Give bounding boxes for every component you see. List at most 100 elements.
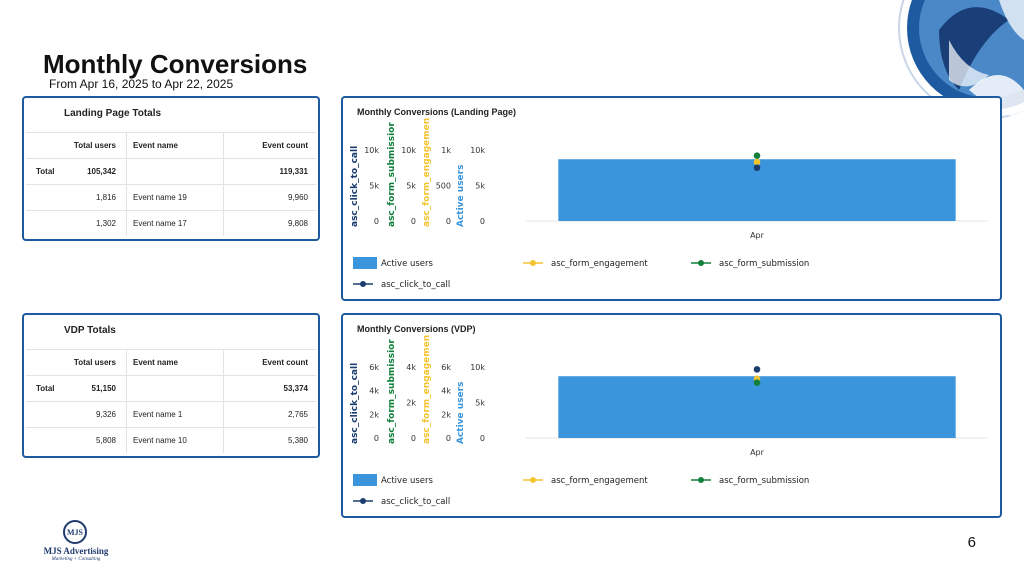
legend-item[interactable]: asc_click_to_call <box>353 280 450 290</box>
landing-page-totals-table: Total users Event name Event count Total… <box>26 132 316 236</box>
y-axis-tick-label: 0 <box>480 434 485 443</box>
y-axis-label: Active users <box>456 165 466 227</box>
landing-page-chart-title: Monthly Conversions (Landing Page) <box>357 107 517 117</box>
total-label: Total <box>36 384 55 393</box>
table-header-row: Total users Event name Event count <box>26 349 316 375</box>
point-asc-click-to-call <box>753 366 761 373</box>
legend-marker <box>530 260 536 266</box>
legend-label: Active users <box>381 259 434 269</box>
y-axis-tick-label: 5k <box>475 182 485 191</box>
total-event-count: 53,374 <box>283 384 308 393</box>
point-asc-form-submission <box>753 152 761 159</box>
y-axis-tick-label: 4k <box>406 363 416 372</box>
mjs-advertising-logo: MJS MJS Advertising Marketing + Consulti… <box>40 520 112 568</box>
y-axis-tick-label: 1k <box>441 146 451 155</box>
legend-item[interactable]: asc_form_engagement <box>523 476 648 486</box>
legend-item[interactable]: asc_click_to_call <box>353 497 450 507</box>
y-axis-tick-label: 4k <box>441 387 451 396</box>
point-asc-form-engagement <box>753 158 761 166</box>
y-axis-label: asc_click_to_call <box>350 146 360 227</box>
landing-page-totals-card: Landing Page Totals Total users Event na… <box>22 96 320 241</box>
legend-label: asc_form_engagement <box>551 259 648 269</box>
table-row: 1,302 Event name 17 9,808 <box>26 210 316 236</box>
y-axis-tick-label: 500 <box>436 182 451 191</box>
legend-marker <box>698 477 704 483</box>
column-header-total-users[interactable]: Total users <box>73 141 116 150</box>
column-header-total-users[interactable]: Total users <box>73 358 116 367</box>
y-axis-tick-label: 5k <box>369 182 379 191</box>
x-axis-tick-label: Apr <box>750 231 765 240</box>
y-axis-tick-label: 5k <box>406 182 416 191</box>
y-axis-tick-label: 6k <box>369 363 379 372</box>
y-axis-tick-label: 2k <box>441 410 451 419</box>
landing-page-totals-title: Landing Page Totals <box>64 108 162 119</box>
legend-item[interactable]: asc_form_engagement <box>523 259 648 269</box>
column-header-event-name[interactable]: Event name <box>126 350 224 375</box>
y-axis-label: asc_click_to_call <box>350 363 360 444</box>
legend-label: asc_form_submission <box>719 476 809 486</box>
legend-swatch <box>353 257 377 269</box>
landing-page-chart-card: Monthly Conversions (Landing Page) asc_c… <box>341 96 1002 301</box>
legend-swatch <box>353 474 377 486</box>
vdp-totals-table: Total users Event name Event count Total… <box>26 349 316 453</box>
legend-item[interactable]: asc_form_submission <box>691 259 809 269</box>
y-axis-tick-label: 0 <box>446 217 451 226</box>
row-event-count: 2,765 <box>287 410 308 419</box>
vdp-totals-title: VDP Totals <box>64 325 116 336</box>
column-header-event-count[interactable]: Event count <box>262 141 308 150</box>
y-axis-tick-label: 0 <box>374 434 379 443</box>
total-users-value: 51,150 <box>91 384 116 393</box>
date-range-subtitle: From Apr 16, 2025 to Apr 22, 2025 <box>49 77 234 91</box>
y-axis-tick-label: 10k <box>470 146 485 155</box>
row-event-count: 5,380 <box>287 436 308 445</box>
page-number: 6 <box>967 534 976 551</box>
row-users-value: 5,808 <box>95 436 116 445</box>
y-axis-tick-label: 10k <box>364 146 379 155</box>
page-title: Monthly Conversions <box>43 49 308 79</box>
y-axis-tick-label: 0 <box>411 217 416 226</box>
table-row: 9,326 Event name 1 2,765 <box>26 401 316 427</box>
table-header-row: Total users Event name Event count <box>26 132 316 158</box>
total-label: Total <box>36 167 55 176</box>
y-axis-label: Active users <box>456 382 466 444</box>
y-axis-tick-label: 0 <box>446 434 451 443</box>
table-row: 1,816 Event name 19 9,960 <box>26 184 316 210</box>
logo-name: MJS Advertising <box>43 546 109 556</box>
legend-item[interactable]: asc_form_submission <box>691 476 809 486</box>
column-header-event-name[interactable]: Event name <box>126 133 224 158</box>
total-event-name <box>126 376 224 401</box>
total-event-count: 119,331 <box>279 167 308 176</box>
point-asc-click-to-call <box>753 164 761 172</box>
y-axis-label: asc_form_submissior <box>387 122 397 227</box>
legend-item[interactable]: Active users <box>353 257 434 269</box>
total-event-name <box>126 159 224 184</box>
y-axis-tick-label: 0 <box>480 217 485 226</box>
y-axis-label: asc_form_submissior <box>387 339 397 444</box>
legend-label: asc_click_to_call <box>381 280 450 290</box>
landing-page-chart: asc_click_to_call 10k 5k 0 asc_form_submissi… <box>350 118 988 290</box>
y-axis-tick-label: 4k <box>369 387 379 396</box>
table-total-row: Total 51,150 53,374 <box>26 375 316 401</box>
legend-label: asc_form_submission <box>719 259 809 269</box>
legend-item[interactable]: Active users <box>353 474 434 486</box>
legend-label: Active users <box>381 476 434 486</box>
logo-emblem-icon: MJS <box>63 520 87 544</box>
legend-marker <box>530 477 536 483</box>
legend-label: asc_form_engagement <box>551 476 648 486</box>
table-total-row: Total 105,342 119,331 <box>26 158 316 184</box>
logo-tagline: Marketing + Consulting <box>51 557 101 562</box>
x-axis-tick-label: Apr <box>750 448 765 457</box>
row-event-count: 9,808 <box>287 219 308 228</box>
y-axis-tick-label: 0 <box>374 217 379 226</box>
y-axis-tick-label: 6k <box>441 363 451 372</box>
row-event-name: Event name 17 <box>126 211 224 236</box>
vdp-chart-card: Monthly Conversions (VDP) asc_click_to_c… <box>341 313 1002 518</box>
row-users-value: 9,326 <box>95 410 116 419</box>
y-axis-tick-label: 0 <box>411 434 416 443</box>
row-users-value: 1,816 <box>95 193 116 202</box>
legend-marker <box>360 281 366 287</box>
row-event-name: Event name 10 <box>126 428 224 453</box>
column-header-event-count[interactable]: Event count <box>262 358 308 367</box>
y-axis-label: asc_form_engagemen <box>422 118 432 227</box>
row-event-name: Event name 1 <box>126 402 224 427</box>
